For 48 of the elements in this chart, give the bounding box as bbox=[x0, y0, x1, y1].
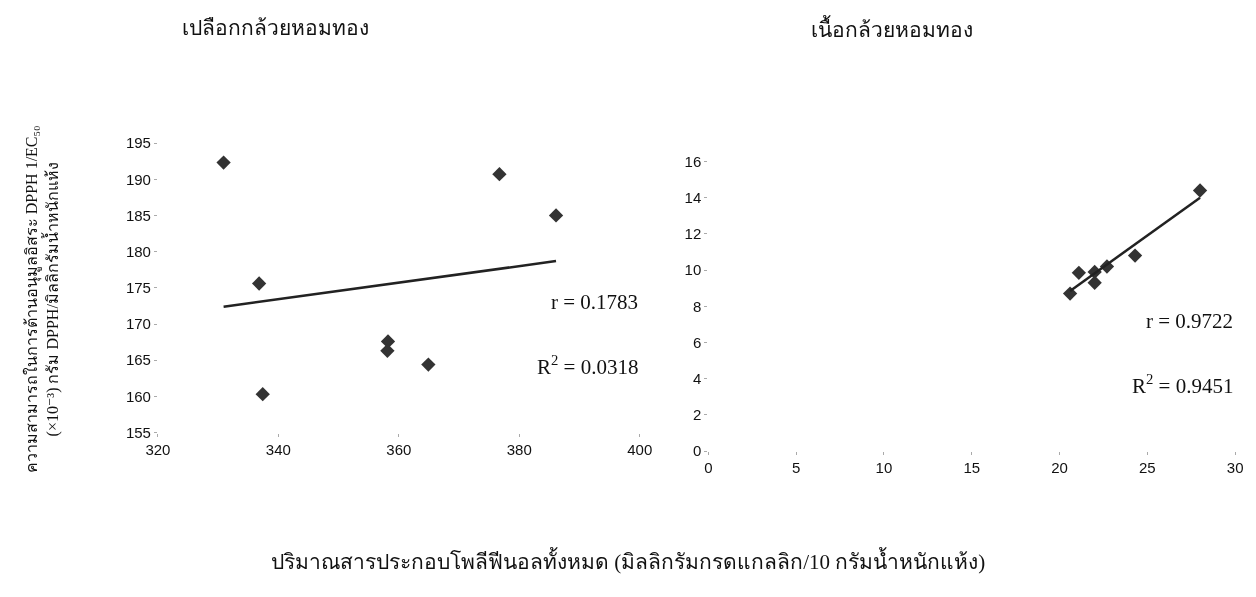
x-tick-label: 340 bbox=[265, 440, 291, 458]
y-tick-label: 190 bbox=[125, 170, 151, 188]
point bbox=[1192, 183, 1208, 198]
y-tick-label: 185 bbox=[125, 206, 151, 224]
y-tick-label: 175 bbox=[125, 279, 151, 297]
x-tick-label: 380 bbox=[506, 440, 532, 458]
point bbox=[1127, 248, 1143, 263]
x-axis-title: ปริมาณสารประกอบโพลีฟีนอลทั้งหมด (มิลลิกรัมกรดแกลลิก/10 กรัมน้ำหนักแห้ง) bbox=[271, 547, 986, 574]
chart-title: เนื้อกล้วยหอมทอง bbox=[811, 15, 973, 42]
point bbox=[548, 208, 564, 223]
y-tick-label: 195 bbox=[125, 134, 151, 152]
point bbox=[1071, 265, 1087, 280]
annotation: r = 0.1783 bbox=[551, 290, 639, 314]
x-tick-label: 5 bbox=[791, 459, 801, 477]
point bbox=[421, 357, 436, 372]
y-tick-label: 8 bbox=[692, 297, 702, 315]
y-tick-label: 12 bbox=[684, 225, 702, 243]
point bbox=[380, 343, 395, 358]
x-tick-label: 0 bbox=[704, 459, 713, 477]
point bbox=[251, 276, 267, 291]
point bbox=[255, 387, 270, 402]
y-tick-label: 170 bbox=[125, 315, 151, 333]
x-tick-label: 25 bbox=[1139, 459, 1156, 477]
y-tick-label: 165 bbox=[125, 351, 151, 369]
point bbox=[216, 155, 231, 170]
annotation: R$^{2}$ = 0.9451 bbox=[1132, 371, 1234, 398]
y-tick-label: 2 bbox=[692, 406, 702, 424]
x-tick-label: 320 bbox=[145, 440, 171, 458]
y-tick-label: 6 bbox=[692, 333, 702, 351]
x-tick-label: 20 bbox=[1051, 459, 1068, 477]
chart-title: เปลือกกล้วยหอมทอง bbox=[182, 16, 369, 40]
y-tick-label: 180 bbox=[125, 242, 151, 260]
x-tick-label: 360 bbox=[386, 440, 412, 458]
annotation: r = 0.9722 bbox=[1146, 309, 1234, 333]
y-tick-label: 14 bbox=[684, 188, 702, 206]
x-tick-label: 15 bbox=[963, 459, 981, 477]
y-tick-label: 4 bbox=[692, 369, 702, 387]
x-tick-label: 400 bbox=[627, 440, 653, 458]
point bbox=[492, 167, 507, 182]
annotation: R$^{2}$ = 0.0318 bbox=[537, 352, 639, 379]
x-tick-label: 10 bbox=[875, 459, 893, 477]
y-tick-label: 10 bbox=[684, 261, 702, 279]
x-tick-label: 30 bbox=[1226, 459, 1244, 477]
y-tick-label: 160 bbox=[125, 387, 151, 405]
y-tick-label: 155 bbox=[125, 423, 151, 441]
y-tick-label: 16 bbox=[684, 152, 702, 170]
point bbox=[1087, 275, 1102, 290]
y-axis-title: ความสามารถในการต้านอนุมูลอิสระ DPPH 1/EC₅₀ (×10⁻³) กรัม DPPH/มิลลิกรัมน้ำหนักแห้ง bbox=[22, 125, 63, 474]
